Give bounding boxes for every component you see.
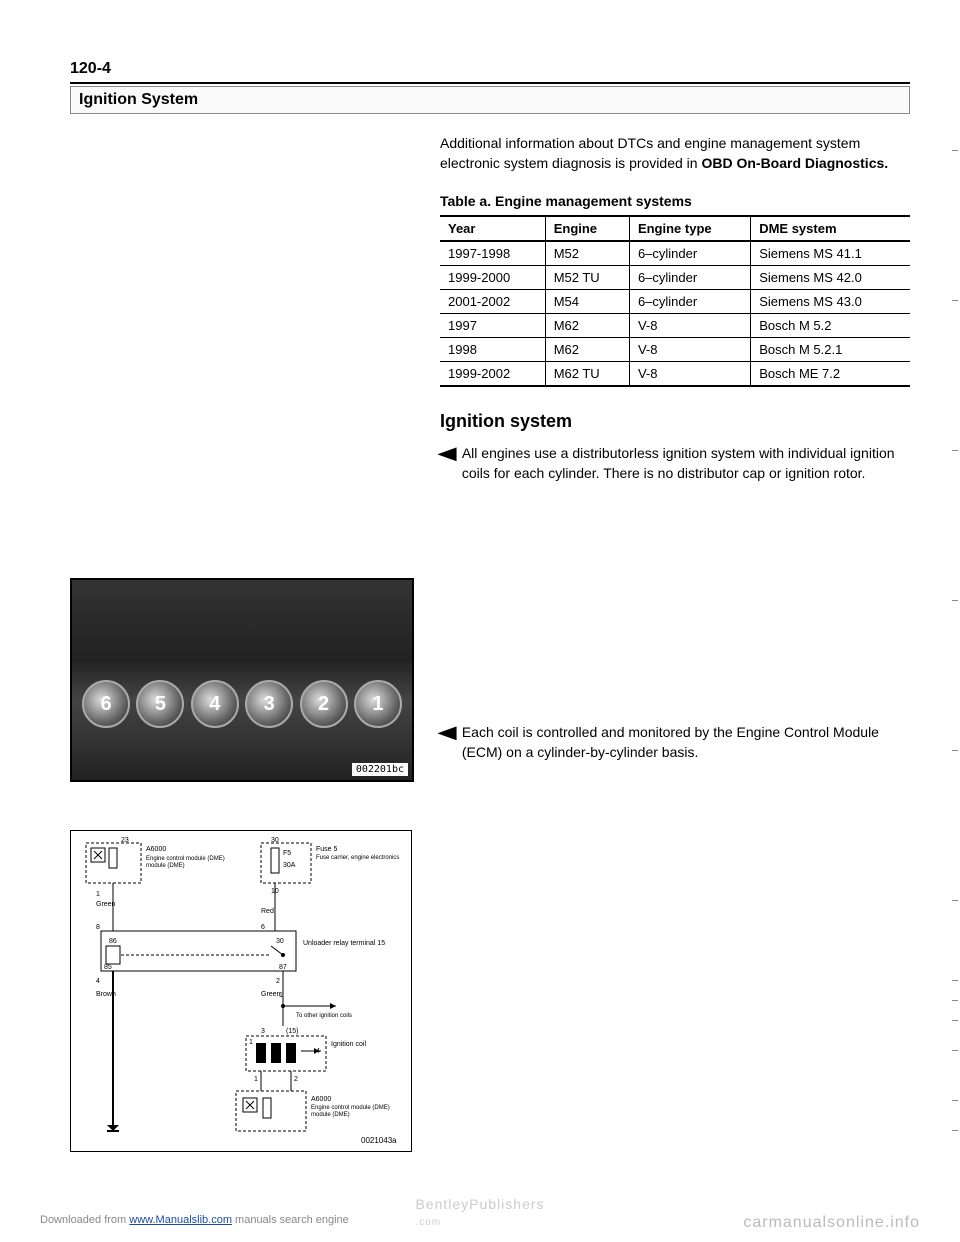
label-a6000-top: A6000 (146, 846, 166, 853)
pointer-arrow-icon: ◀ (437, 723, 456, 741)
coil-1: 1 (354, 680, 402, 728)
table-title: Table a. Engine management systems (440, 193, 910, 209)
top-rule (70, 82, 910, 84)
manualslib-link[interactable]: www.Manualslib.com (129, 1214, 232, 1226)
svg-text:Green: Green (261, 991, 281, 998)
footer-right: carmanualsonline.info (743, 1214, 920, 1232)
paragraph-block: ◀ Each coil is controlled and monitored … (440, 723, 910, 762)
sub-heading: Ignition system (440, 411, 910, 432)
label-ecm-top: Engine control module (DME) (146, 856, 225, 862)
svg-text:Ignition coil: Ignition coil (331, 1041, 366, 1048)
svg-text:module (DME): module (DME) (146, 863, 185, 869)
page-number: 120-4 (70, 60, 910, 78)
svg-text:A6000: A6000 (311, 1096, 331, 1103)
svg-text:To other ignition coils: To other ignition coils (296, 1013, 352, 1019)
svg-text:1: 1 (254, 1076, 258, 1083)
coil-2: 2 (300, 680, 348, 728)
svg-text:30: 30 (271, 837, 279, 844)
table-row: 2001-2002M546–cylinderSiemens MS 43.0 (440, 290, 910, 314)
engine-photo: 6 5 4 3 2 1 002201bc (70, 578, 414, 782)
footer-left: Downloaded from www.Manualslib.com manua… (40, 1214, 349, 1232)
svg-text:86: 86 (109, 938, 117, 945)
svg-text:Red: Red (261, 908, 274, 915)
svg-text:30A: 30A (283, 862, 296, 869)
intro-bold: OBD On-Board Diagnostics. (701, 155, 888, 171)
table-row: 1998M62V-8Bosch M 5.2.1 (440, 338, 910, 362)
section-header: Ignition System (70, 86, 910, 114)
svg-text:(15): (15) (286, 1028, 298, 1035)
intro-paragraph: Additional information about DTCs and en… (440, 134, 910, 173)
svg-text:85: 85 (104, 964, 112, 971)
coil-4: 4 (191, 680, 239, 728)
coil-3: 3 (245, 680, 293, 728)
svg-text:3: 3 (261, 1028, 265, 1035)
col-year: Year (440, 216, 545, 241)
svg-text:2: 2 (294, 1076, 298, 1083)
svg-text:Fuse 5: Fuse 5 (316, 846, 338, 853)
coil-6: 6 (82, 680, 130, 728)
paragraph-block: ◀ All engines use a distributorless igni… (440, 444, 910, 483)
svg-text:module (DME): module (DME) (311, 1112, 350, 1118)
pointer-arrow-icon: ◀ (437, 444, 456, 462)
svg-text:2: 2 (276, 978, 280, 985)
svg-text:30: 30 (276, 938, 284, 945)
svg-text:6: 6 (261, 924, 265, 931)
page-footer: Downloaded from www.Manualslib.com manua… (0, 1214, 960, 1232)
svg-text:Unloader relay terminal 15: Unloader relay terminal 15 (303, 940, 385, 947)
svg-text:1: 1 (96, 891, 100, 898)
ems-table: Year Engine Engine type DME system 1997-… (440, 215, 910, 387)
table-row: 1997M62V-8Bosch M 5.2 (440, 314, 910, 338)
table-row: 1997-1998M526–cylinderSiemens MS 41.1 (440, 241, 910, 266)
photo-label: 002201bc (352, 763, 408, 776)
paragraph-2: Each coil is controlled and monitored by… (462, 723, 910, 762)
svg-text:4: 4 (96, 978, 100, 985)
page-edge-ticks (952, 0, 958, 1242)
coil-5: 5 (136, 680, 184, 728)
svg-text:1: 1 (249, 1039, 253, 1046)
paragraph-1: All engines use a distributorless igniti… (462, 444, 910, 483)
svg-text:F5: F5 (283, 850, 291, 857)
table-row: 1999-2002M62 TUV-8Bosch ME 7.2 (440, 362, 910, 387)
table-row: 1999-2000M52 TU6–cylinderSiemens MS 42.0 (440, 266, 910, 290)
diagram-fig-label: 0021043a (361, 1136, 397, 1145)
svg-text:8: 8 (96, 924, 100, 931)
wiring-diagram: A6000 Engine control module (DME) module… (70, 830, 412, 1152)
svg-text:Green: Green (96, 901, 116, 908)
table-header-row: Year Engine Engine type DME system (440, 216, 910, 241)
col-engine: Engine (545, 216, 629, 241)
svg-text:Brown: Brown (96, 991, 116, 998)
svg-text:87: 87 (279, 964, 287, 971)
col-engine-type: Engine type (629, 216, 750, 241)
col-dme: DME system (751, 216, 910, 241)
svg-text:1: 1 (279, 992, 283, 999)
svg-text:Engine control module (DME): Engine control module (DME) (311, 1105, 390, 1111)
coil-row: 6 5 4 3 2 1 (82, 680, 402, 728)
svg-text:10: 10 (271, 888, 279, 895)
svg-text:23: 23 (121, 837, 129, 844)
svg-text:Fuse carrier, engine electroni: Fuse carrier, engine electronics (316, 855, 399, 861)
